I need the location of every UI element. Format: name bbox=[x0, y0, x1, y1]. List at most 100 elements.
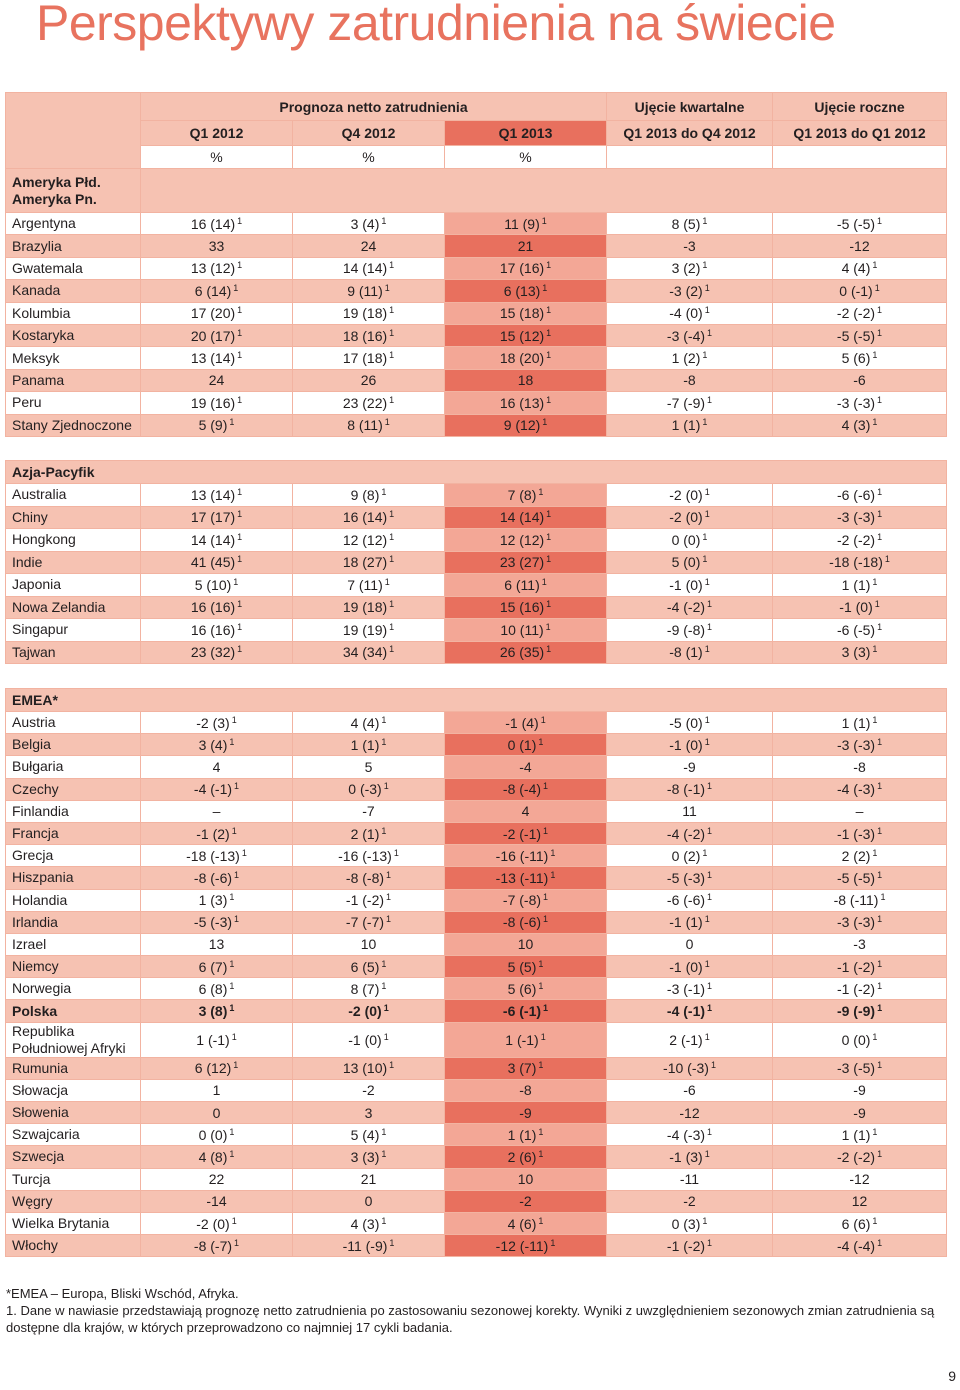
country-label: Gwatemala bbox=[5, 256, 141, 281]
footnote-ref: 1 bbox=[704, 486, 710, 497]
value: -11 (-9) bbox=[342, 1237, 388, 1254]
footnote-ref: 1 bbox=[229, 417, 235, 428]
value-cell: -2 bbox=[444, 1189, 607, 1213]
value: 1 (1) bbox=[350, 736, 380, 753]
value: 5 (10) bbox=[194, 576, 232, 593]
value-cell: 16 (14) 1 bbox=[292, 505, 445, 529]
country-label: Norwegia bbox=[5, 977, 141, 1001]
value-cell: 4 (6) 1 bbox=[444, 1211, 607, 1236]
data-row: Szwajcaria 0 (0) 1 5 (4) 1 1 (1) 1 -4 (-3) 1 1 (1… bbox=[5, 1123, 948, 1147]
footnote: *EMEA – Europa, Bliski Wschód, Afryka. bbox=[6, 1286, 239, 1301]
footnote-ref: 1 bbox=[231, 1215, 237, 1226]
footnote-ref: 1 bbox=[550, 869, 556, 880]
footnote-ref: 1 bbox=[381, 1126, 387, 1137]
value: 6 (6) bbox=[841, 1215, 871, 1232]
value: 3 (4) bbox=[350, 215, 380, 232]
value: -4 (-3) bbox=[836, 781, 876, 798]
value-cell: -1 (0) 1 bbox=[771, 595, 948, 619]
country-label: Brazylia bbox=[5, 234, 141, 258]
value-cell: 8 (11) 1 bbox=[292, 413, 445, 437]
data-row: Węgry -14 0 -2 -2 12 bbox=[5, 1189, 948, 1213]
value-cell: 0 (-1) 1 bbox=[772, 279, 947, 303]
country-label: Polska bbox=[5, 999, 141, 1023]
value: 3 (7) bbox=[507, 1060, 537, 1077]
footnote-ref: 1 bbox=[702, 215, 708, 226]
value-cell: 0 bbox=[140, 1100, 293, 1125]
data-row: Holandia 1 (3) 1 -1 (-2) 1 -7 (-8) 1 -6 (-6) 1 -8… bbox=[5, 888, 948, 912]
footnote-ref: 1 bbox=[550, 1237, 556, 1248]
value: -2 (-1) bbox=[502, 825, 542, 842]
value-cell: -8 (-8) 1 bbox=[292, 866, 445, 890]
footnote-ref: 1 bbox=[237, 394, 243, 405]
value: 13 (12) bbox=[190, 260, 236, 277]
value: 10 bbox=[517, 936, 534, 953]
value-cell: -8 bbox=[606, 368, 773, 393]
value: -4 (0) bbox=[669, 305, 703, 322]
value: -4 (-4) bbox=[836, 1237, 876, 1254]
footnote-ref: 1 bbox=[237, 509, 243, 520]
footnote-ref: 1 bbox=[237, 305, 243, 316]
value: -5 (-5) bbox=[836, 215, 876, 232]
value-cell: -6 bbox=[772, 368, 947, 393]
value: -1 (-2) bbox=[666, 1237, 706, 1254]
value-cell: -9 bbox=[771, 1078, 948, 1103]
region-row: Azja-Pacyfik bbox=[4, 460, 948, 484]
footnote-ref: 1 bbox=[389, 554, 395, 565]
footnote-ref: 1 bbox=[233, 1060, 239, 1071]
value-cell: 1 (-1) 1 bbox=[444, 1021, 607, 1058]
data-row: Republika Południowej Afryki 1 (-1) 1 -1 (0… bbox=[5, 1021, 948, 1058]
value: 19 (19) bbox=[342, 621, 388, 638]
value-cell: 12 (12) 1 bbox=[444, 528, 607, 552]
value: 5 (6) bbox=[841, 350, 871, 367]
value-cell: -1 (1) 1 bbox=[606, 910, 773, 934]
footnote-ref: 1 bbox=[877, 1237, 883, 1248]
value: 18 bbox=[517, 372, 534, 389]
value: 11 bbox=[682, 803, 697, 820]
value-cell: -5 (-5) 1 bbox=[772, 211, 947, 236]
value-cell: -13 (-11) 1 bbox=[444, 866, 607, 890]
column-header: Q1 2013 do Q1 2012 bbox=[772, 120, 947, 146]
value-cell: 14 (14) 1 bbox=[140, 528, 293, 552]
footnote-ref: 1 bbox=[877, 486, 883, 497]
value-cell: 6 (7) 1 bbox=[140, 955, 293, 979]
value-cell: 0 (3) 1 bbox=[606, 1211, 773, 1236]
footnote-ref: 1 bbox=[542, 417, 548, 428]
value-cell: 1 (3) 1 bbox=[140, 888, 293, 912]
value-cell: -3 (-1) 1 bbox=[606, 977, 773, 1001]
footnote-ref: 1 bbox=[702, 531, 708, 542]
value-cell: -4 (-1) 1 bbox=[606, 999, 773, 1023]
value: -7 bbox=[362, 803, 375, 820]
data-row: Australia 13 (14) 1 9 (8) 1 7 (8) 1 -2 (0) 1 -6 (… bbox=[5, 483, 948, 507]
value-cell: 19 (19) 1 bbox=[292, 618, 445, 642]
value-cell: -3 (-3) 1 bbox=[771, 733, 948, 757]
footnote-ref: 1 bbox=[381, 486, 387, 497]
region-title: Ameryka Płd. Ameryka Pn. bbox=[5, 168, 141, 213]
value: -8 bbox=[683, 372, 696, 389]
footnote-ref: 1 bbox=[389, 509, 395, 520]
header-corner bbox=[5, 92, 141, 169]
value: -8 (-7) bbox=[193, 1237, 233, 1254]
value-cell: 1 (1) 1 bbox=[771, 573, 948, 597]
value-cell: 2 (-1) 1 bbox=[606, 1021, 773, 1058]
value: 23 (27) bbox=[499, 554, 545, 571]
value-cell: 18 bbox=[444, 368, 607, 393]
value: 9 (12) bbox=[503, 417, 541, 434]
value: -10 (-3) bbox=[663, 1060, 709, 1077]
value: -18 (-13) bbox=[186, 847, 240, 864]
footnote-ref: 1 bbox=[877, 869, 883, 880]
value-cell: 11 bbox=[606, 799, 773, 823]
value: 15 (18) bbox=[499, 305, 545, 322]
value: -8 bbox=[519, 1082, 532, 1099]
footnote-ref: 1 bbox=[702, 417, 708, 428]
value-cell: 10 (11) 1 bbox=[444, 618, 607, 642]
footnote-ref: 1 bbox=[237, 327, 243, 338]
footnote-ref: 1 bbox=[543, 781, 549, 792]
value-cell: -2 (0) 1 bbox=[606, 483, 773, 507]
value-cell: 26 (35) 1 bbox=[444, 640, 607, 664]
value: -3 (-4) bbox=[666, 327, 706, 344]
value-cell: -1 (0) 1 bbox=[606, 733, 773, 757]
value-cell: -5 (-3) 1 bbox=[606, 866, 773, 890]
footnote-ref: 1 bbox=[538, 980, 544, 991]
value-cell: 0 (0) 1 bbox=[771, 1021, 948, 1058]
